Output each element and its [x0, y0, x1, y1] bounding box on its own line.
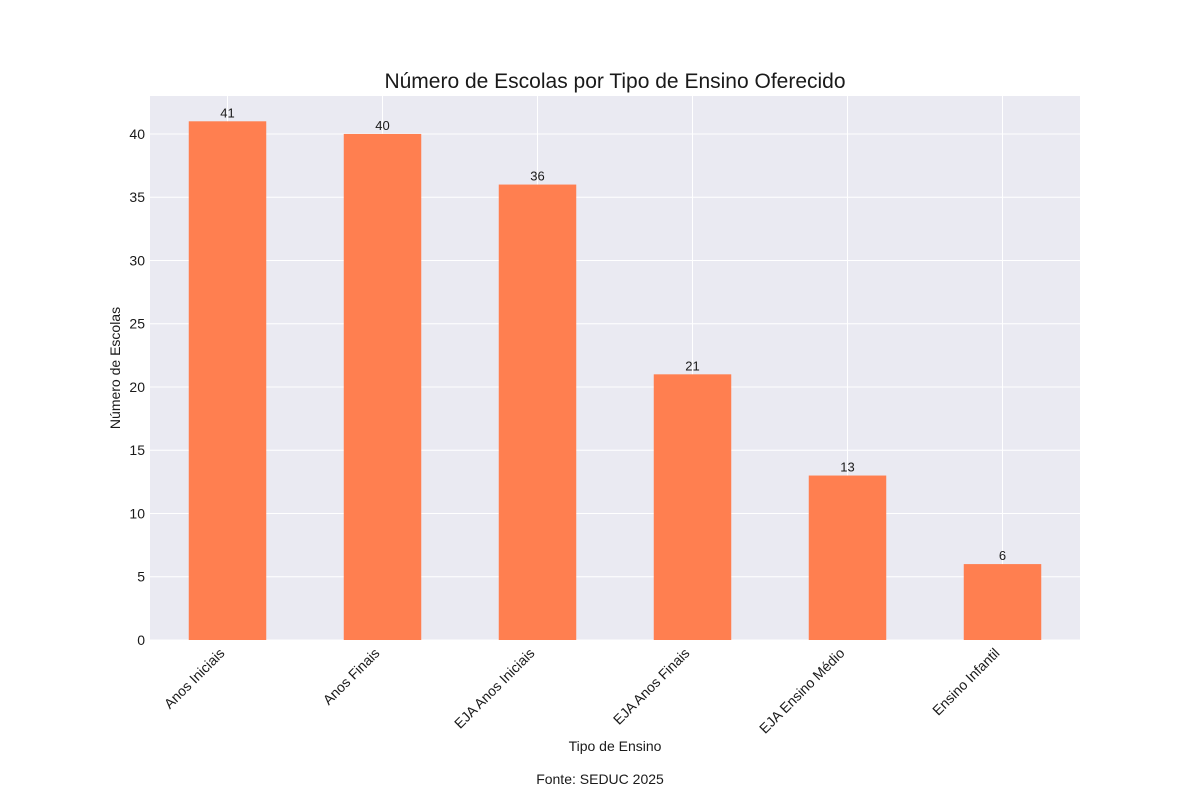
bar	[343, 133, 422, 640]
x-tick-labels: Anos Iniciais Anos Finais EJA Anos Iniciai…	[161, 645, 1003, 737]
bar-value-label: 36	[530, 169, 544, 184]
x-tick-label: EJA Anos Finais	[610, 645, 693, 728]
bar-value-label: 21	[685, 358, 699, 373]
y-tick-label: 20	[129, 379, 145, 395]
bar	[653, 374, 732, 640]
x-tick-label: EJA Anos Iniciais	[451, 645, 538, 732]
chart-title: Número de Escolas por Tipo de Ensino Ofe…	[384, 70, 845, 93]
bar	[498, 184, 577, 640]
y-tick-label: 0	[137, 632, 145, 648]
bar	[808, 475, 887, 640]
y-tick-label: 40	[129, 126, 145, 142]
y-tick-label: 35	[129, 189, 145, 205]
source-note: Fonte: SEDUC 2025	[536, 771, 664, 787]
bar-value-label: 41	[220, 105, 234, 120]
bar	[188, 121, 267, 641]
y-tick-label: 30	[129, 252, 145, 268]
y-tick-label: 10	[129, 505, 145, 521]
bar-value-label: 40	[375, 118, 389, 133]
bar	[963, 564, 1042, 640]
plot-area	[150, 96, 1080, 640]
x-tick-label: Anos Finais	[320, 645, 383, 708]
bar-value-label: 6	[999, 548, 1006, 563]
data-labels: 41 40 36 21 13 6	[220, 105, 1006, 563]
bar-value-label: 13	[840, 460, 854, 475]
y-tick-labels: 0 5 10 15 20 25 30 35 40	[129, 126, 145, 648]
y-gridlines	[150, 133, 1080, 641]
y-tick-label: 5	[137, 569, 145, 585]
y-tick-label: 25	[129, 316, 145, 332]
x-tick-label: EJA Ensino Médio	[756, 645, 848, 737]
x-tick-label: Ensino Infantil	[929, 645, 1003, 719]
x-tick-label: Anos Iniciais	[161, 645, 228, 712]
x-axis-label: Tipo de Ensino	[569, 738, 662, 754]
y-axis-label: Número de Escolas	[107, 307, 123, 429]
bars	[188, 121, 1042, 641]
y-tick-label: 15	[129, 442, 145, 458]
